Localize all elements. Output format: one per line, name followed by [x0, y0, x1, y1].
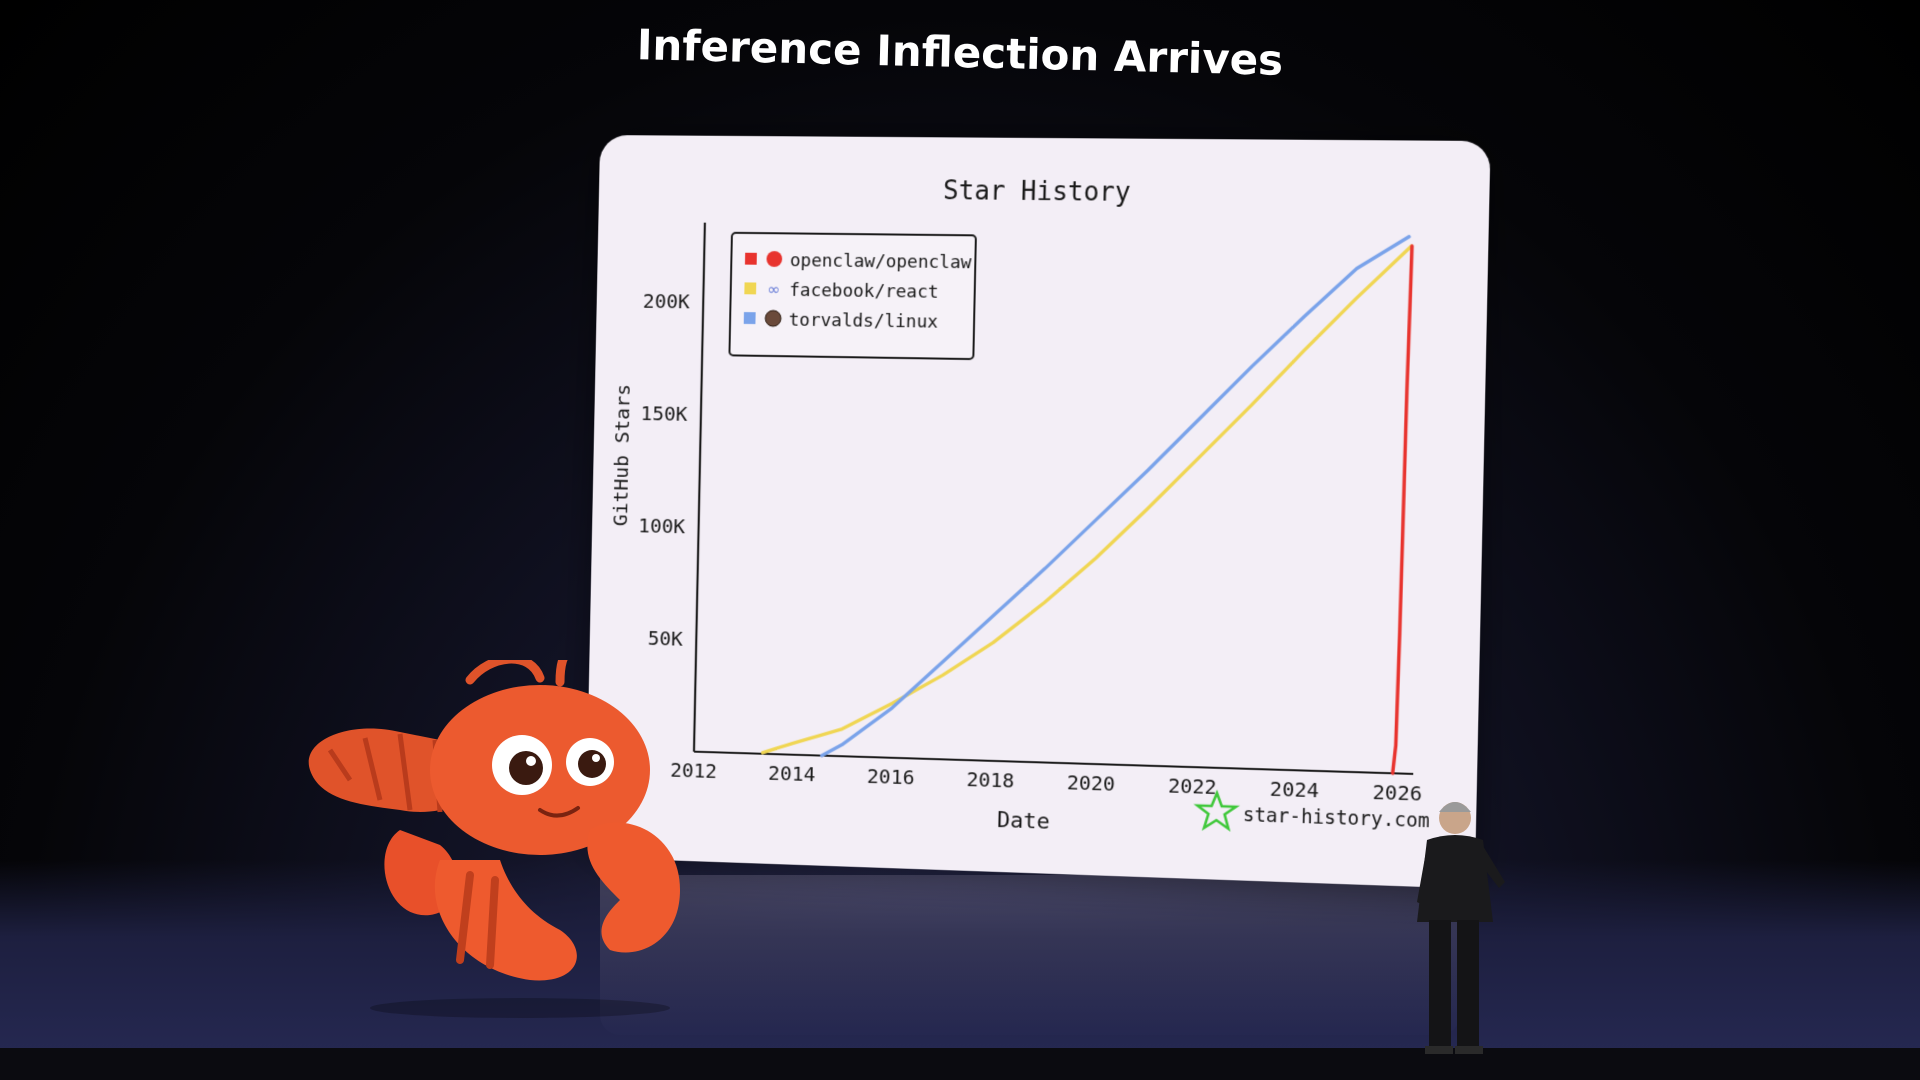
lobster-mascot-image	[290, 660, 750, 1020]
series-line-openclaw-openclaw	[1393, 246, 1412, 774]
y-axis-label: GitHub Stars	[609, 384, 634, 527]
slide-title: Inference Inflection Arrives	[0, 5, 1920, 101]
stage-edge	[0, 1048, 1920, 1080]
y-tick-label: 150K	[640, 402, 687, 426]
legend-swatch	[744, 312, 756, 324]
chart-title: Star History	[943, 176, 1131, 208]
infinity-icon: ∞	[767, 280, 780, 299]
x-tick-label: 2018	[966, 768, 1014, 793]
x-tick-label: 2024	[1270, 777, 1320, 802]
legend-label: facebook/react	[789, 280, 939, 303]
presenter-figure	[1395, 792, 1515, 1057]
avatar-icon	[765, 310, 781, 326]
x-tick-label: 2022	[1168, 774, 1217, 799]
chart-legend: openclaw/openclaw ∞ facebook/react torvalds…	[729, 233, 975, 359]
legend-label: openclaw/openclaw	[790, 250, 972, 273]
x-tick-label: 2016	[867, 765, 915, 790]
legend-label: torvalds/linux	[789, 310, 939, 333]
legend-swatch	[744, 282, 756, 294]
x-tick-labels: 2012 2014 2016 2018 2020 2022 2024 2026	[670, 759, 1422, 806]
x-axis-label: Date	[997, 808, 1050, 835]
y-tick-label: 50K	[647, 627, 683, 651]
x-tick-label: 2014	[768, 762, 816, 786]
x-tick-label: 2020	[1067, 771, 1116, 796]
y-tick-label: 200K	[643, 290, 690, 314]
y-tick-label: 100K	[638, 514, 685, 538]
legend-swatch	[745, 253, 757, 265]
y-tick-labels: 50K 100K 150K 200K	[636, 290, 690, 651]
